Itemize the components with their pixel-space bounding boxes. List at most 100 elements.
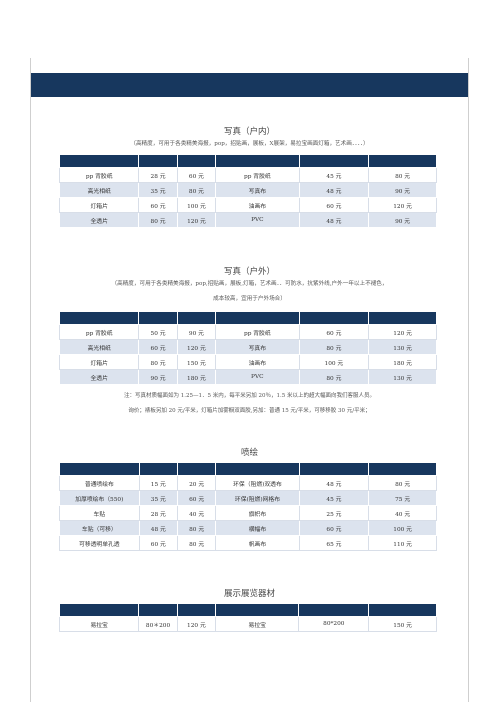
table-header-cell [176,462,217,476]
table-cell: 180 元 [368,354,437,370]
table-header-row [59,462,437,476]
table-cell: 120 元 [176,616,217,632]
table-cell: 120 元 [176,212,217,228]
table-cell: 环保（阻燃)双透布 [215,475,300,491]
price-table-display: 易拉宝 80＊200 120 元易拉宝 80*200 150 元 [58,603,437,632]
table-cell: 50 元 [138,324,178,340]
table-cell: 灯箱片 [58,197,140,213]
table-header-cell [138,311,178,325]
section-subtitle-indoor: （高精度，可用于各类精美海报，pop，招贴画，展板，X展架，易拉宝画面灯箱，艺术… [130,141,369,147]
section-title-outdoor: 写真（户外） [223,267,275,277]
table-cell: 48 元 [298,475,370,491]
table-row: 易拉宝 80＊200 120 元易拉宝 80*200 150 元 [58,616,437,632]
table-cell: 48 元 [138,520,178,536]
table-cell: 120 元 [368,197,437,213]
table-cell: 高光相纸 [58,182,140,198]
table-header-cell [368,311,437,325]
table-header-cell [368,154,437,168]
table-cell: 80 元 [298,339,370,355]
table-cell: 全透片 [58,212,140,228]
table-cell: 28 元 [138,167,178,183]
table-cell: 75 元 [368,490,437,506]
table-cell: 45 元 [298,490,370,506]
table-cell: PVC [215,369,300,385]
table-header-cell [176,154,217,168]
table-cell: 48 元 [298,182,370,198]
note-line-2: 询价；裱板另加 20 元/平米，灯箱片加雾橱双面胶,另加：普通 15 元/平米，… [128,408,371,414]
table-cell: 帆画布 [215,535,300,551]
table-header-cell [298,603,370,617]
document-page: 写真（户内） （高精度，可用于各类精美海报，pop，招贴画，展板，X展架，易拉宝… [30,58,469,702]
table-cell: 100 元 [176,197,217,213]
section-title-inkjet: 喷绘 [240,448,258,458]
table-row: 车贴 28 元 40 元旗帜布 25 元 40 元 [59,505,437,521]
table-cell: 130 元 [368,339,437,355]
table-cell: 60 元 [176,167,217,183]
table-cell: pp 背胶纸 [58,167,140,183]
table-cell: 60 元 [138,197,178,213]
table-header-cell [215,462,300,476]
header-banner [31,73,468,97]
table-cell: 80 元 [138,212,178,228]
section-subtitle-outdoor-line2: 成本较高，宜用于户外场合） [213,296,286,302]
table-header-cell [138,462,178,476]
table-row: 全透片 80 元 120 元 PVC 48 元 90 元 [58,212,437,228]
table-cell: 易拉宝 [58,616,140,632]
table-header-row [58,154,437,168]
table-cell: 横幅布 [215,520,300,536]
table-row: 可移透明单孔透 60 元 80 元帆画布 65 元 110 元 [59,535,437,551]
table-cell: 80 元 [176,535,217,551]
table-header-cell [138,154,178,168]
table-cell: 油画布 [215,197,300,213]
price-table-indoor: pp 背胶纸 28 元 60 元 pp 背胶纸 45 元 80 元高光相纸 35 元 80 元… [58,154,437,228]
table-header-cell [298,154,370,168]
table-cell: 灯箱片 [58,354,140,370]
table-cell: 20 元 [176,475,217,491]
table-cell: 写真布 [215,339,300,355]
table-cell: 80*200 [298,616,370,632]
table-header-cell [215,311,300,325]
table-cell: 90 元 [368,212,437,228]
table-cell: 全透片 [58,369,140,385]
table-cell: PVC [215,212,300,228]
table-cell: 48 元 [298,212,370,228]
table-header-cell [176,311,217,325]
section-subtitle-outdoor-line1: （高精度，可用于各类精美海报，pop,招贴画，展板,灯箱，艺术画．．可防水，抗紫… [111,281,388,287]
table-cell: 60 元 [298,324,370,340]
section-title-indoor: 写真（户内） [223,127,275,137]
table-cell: 25 元 [298,505,370,521]
table-cell: 可移透明单孔透 [59,535,140,551]
table-cell: 15 元 [138,475,178,491]
table-header-cell [176,603,217,617]
table-cell: 120 元 [368,324,437,340]
table-header-cell [58,154,140,168]
table-row: 灯箱片 80 元 150 元油画布 100 元 180 元 [58,354,437,370]
table-row: 高光相纸 35 元 80 元写真布 48 元 90 元 [58,182,437,198]
table-cell: 80 元 [176,520,217,536]
table-cell: 油画布 [215,354,300,370]
table-row: 车贴（可移） 48 元 80 元横幅布 60 元 100 元 [59,520,437,536]
table-cell: 车贴（可移） [59,520,140,536]
table-cell: 80＊200 [138,616,178,632]
table-cell: 车贴 [59,505,140,521]
table-cell: 80 元 [368,167,437,183]
table-cell: 易拉宝 [215,616,300,632]
table-cell: 45 元 [298,167,370,183]
table-cell: 80 元 [368,475,437,491]
table-cell: 90 元 [176,324,217,340]
table-cell: 130 元 [368,369,437,385]
table-cell: 旗帜布 [215,505,300,521]
table-cell: 60 元 [138,339,178,355]
table-cell: 35 元 [138,182,178,198]
table-cell: 环保(阻燃)网格布 [215,490,300,506]
table-cell: 90 元 [368,182,437,198]
table-cell: 180 元 [176,369,217,385]
table-header-cell [298,462,370,476]
table-row: pp 背胶纸 28 元 60 元 pp 背胶纸 45 元 80 元 [58,167,437,183]
table-header-cell [215,603,300,617]
price-table-outdoor: pp 背胶纸 50 元 90 元 pp 背胶纸 60 元 120 元高光相纸 60 元 120… [58,311,437,385]
table-cell: 80 元 [176,182,217,198]
table-row: pp 背胶纸 50 元 90 元 pp 背胶纸 60 元 120 元 [58,324,437,340]
table-cell: pp 背胶纸 [58,324,140,340]
table-cell: 60 元 [298,197,370,213]
